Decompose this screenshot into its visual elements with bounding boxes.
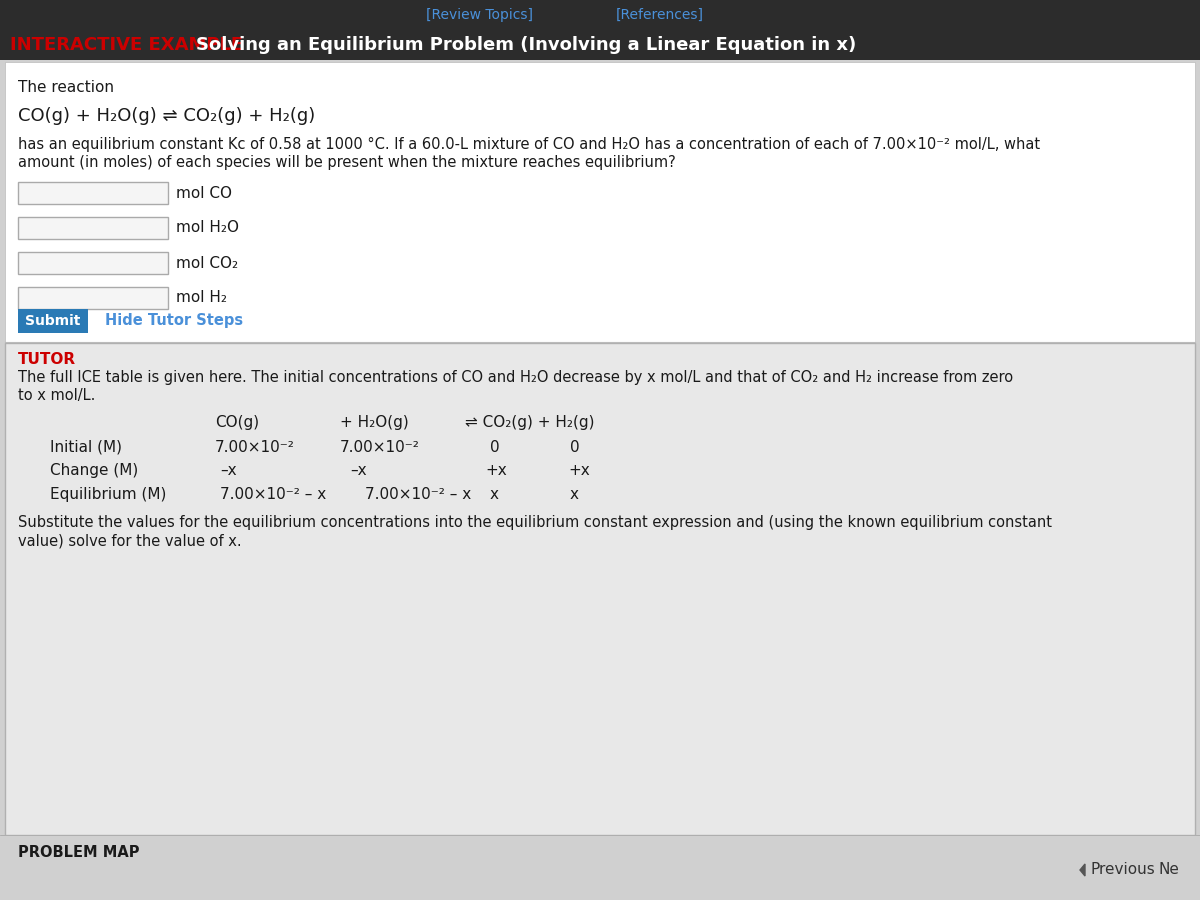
Text: INTERACTIVE EXAMPLE: INTERACTIVE EXAMPLE: [10, 36, 244, 54]
Text: Initial (M): Initial (M): [50, 440, 122, 455]
Text: [Review Topics]: [Review Topics]: [426, 8, 534, 22]
Text: amount (in moles) of each species will be present when the mixture reaches equil: amount (in moles) of each species will b…: [18, 155, 676, 170]
Bar: [0, 0, 1200, 30]
Text: Solving an Equilibrium Problem (Involving a Linear Equation in x): Solving an Equilibrium Problem (Involvin…: [196, 36, 857, 54]
Polygon shape: [1080, 864, 1085, 876]
FancyBboxPatch shape: [18, 287, 168, 309]
Text: Substitute the values for the equilibrium concentrations into the equilibrium co: Substitute the values for the equilibriu…: [18, 515, 1052, 530]
Text: value) solve for the value of x.: value) solve for the value of x.: [18, 533, 241, 548]
Bar: [0, 30, 1200, 60]
FancyBboxPatch shape: [18, 182, 168, 204]
Text: –x: –x: [220, 463, 236, 478]
Text: CO(g) + H₂O(g) ⇌ CO₂(g) + H₂(g): CO(g) + H₂O(g) ⇌ CO₂(g) + H₂(g): [18, 107, 316, 125]
Text: Submit: Submit: [25, 314, 80, 328]
Text: –x: –x: [350, 463, 367, 478]
Text: [References]: [References]: [616, 8, 704, 22]
Text: 0: 0: [570, 440, 580, 455]
Text: TUTOR: TUTOR: [18, 352, 76, 367]
Text: mol H₂: mol H₂: [176, 291, 227, 305]
Text: ⇌ CO₂(g) + H₂(g): ⇌ CO₂(g) + H₂(g): [466, 415, 594, 430]
Text: mol CO: mol CO: [176, 185, 232, 201]
Text: to x mol/L.: to x mol/L.: [18, 388, 95, 403]
Text: +x: +x: [568, 463, 589, 478]
Text: 7.00×10⁻² – x: 7.00×10⁻² – x: [220, 487, 326, 502]
Bar: [0, 835, 1200, 900]
Text: + H₂O(g): + H₂O(g): [340, 415, 409, 430]
Text: The reaction: The reaction: [18, 80, 114, 95]
Text: Previous: Previous: [1090, 862, 1154, 878]
FancyBboxPatch shape: [18, 309, 88, 333]
Text: +x: +x: [485, 463, 506, 478]
Text: mol H₂O: mol H₂O: [176, 220, 239, 236]
Text: Change (M): Change (M): [50, 463, 138, 478]
Text: The full ICE table is given here. The initial concentrations of CO and H₂O decre: The full ICE table is given here. The in…: [18, 370, 1013, 385]
Text: mol CO₂: mol CO₂: [176, 256, 238, 271]
Text: CO(g): CO(g): [215, 415, 259, 430]
FancyBboxPatch shape: [18, 217, 168, 239]
Text: Ne: Ne: [1158, 862, 1178, 878]
Bar: [5, 62, 1195, 345]
Text: x: x: [490, 487, 499, 502]
Text: 7.00×10⁻²: 7.00×10⁻²: [340, 440, 420, 455]
FancyBboxPatch shape: [18, 252, 168, 274]
Text: 7.00×10⁻²: 7.00×10⁻²: [215, 440, 295, 455]
Text: 7.00×10⁻² – x: 7.00×10⁻² – x: [365, 487, 472, 502]
Text: Hide Tutor Steps: Hide Tutor Steps: [106, 313, 244, 328]
Text: Equilibrium (M): Equilibrium (M): [50, 487, 167, 502]
Text: has an equilibrium constant Kᴄ of 0.58 at 1000 °C. If a 60.0-L mixture of CO and: has an equilibrium constant Kᴄ of 0.58 a…: [18, 137, 1040, 152]
Text: PROBLEM MAP: PROBLEM MAP: [18, 845, 139, 860]
Text: x: x: [570, 487, 580, 502]
Text: 0: 0: [490, 440, 499, 455]
Bar: [5, 343, 1195, 835]
